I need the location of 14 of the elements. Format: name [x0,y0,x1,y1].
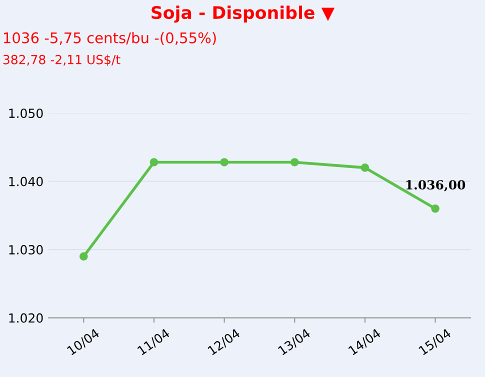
y-tick-label: 1.040 [9,176,43,186]
point [220,158,228,166]
chart-title: Soja - Disponible ▼ [152,6,335,23]
point [431,204,440,213]
point [360,164,370,172]
chart-subtitle: 1036 -5,75 cents/bu -(0,55%) [4,32,216,46]
y-tick-label: 1.050 [9,108,43,118]
point [290,158,299,166]
text: 382,78 -2,11 US$/t [3,54,120,66]
data-label: 1.036,00 [406,180,466,192]
point [79,252,88,261]
y-tick-label: 1.020 [9,313,43,323]
y-tick-label: 1.030 [9,245,43,254]
point [150,158,158,166]
